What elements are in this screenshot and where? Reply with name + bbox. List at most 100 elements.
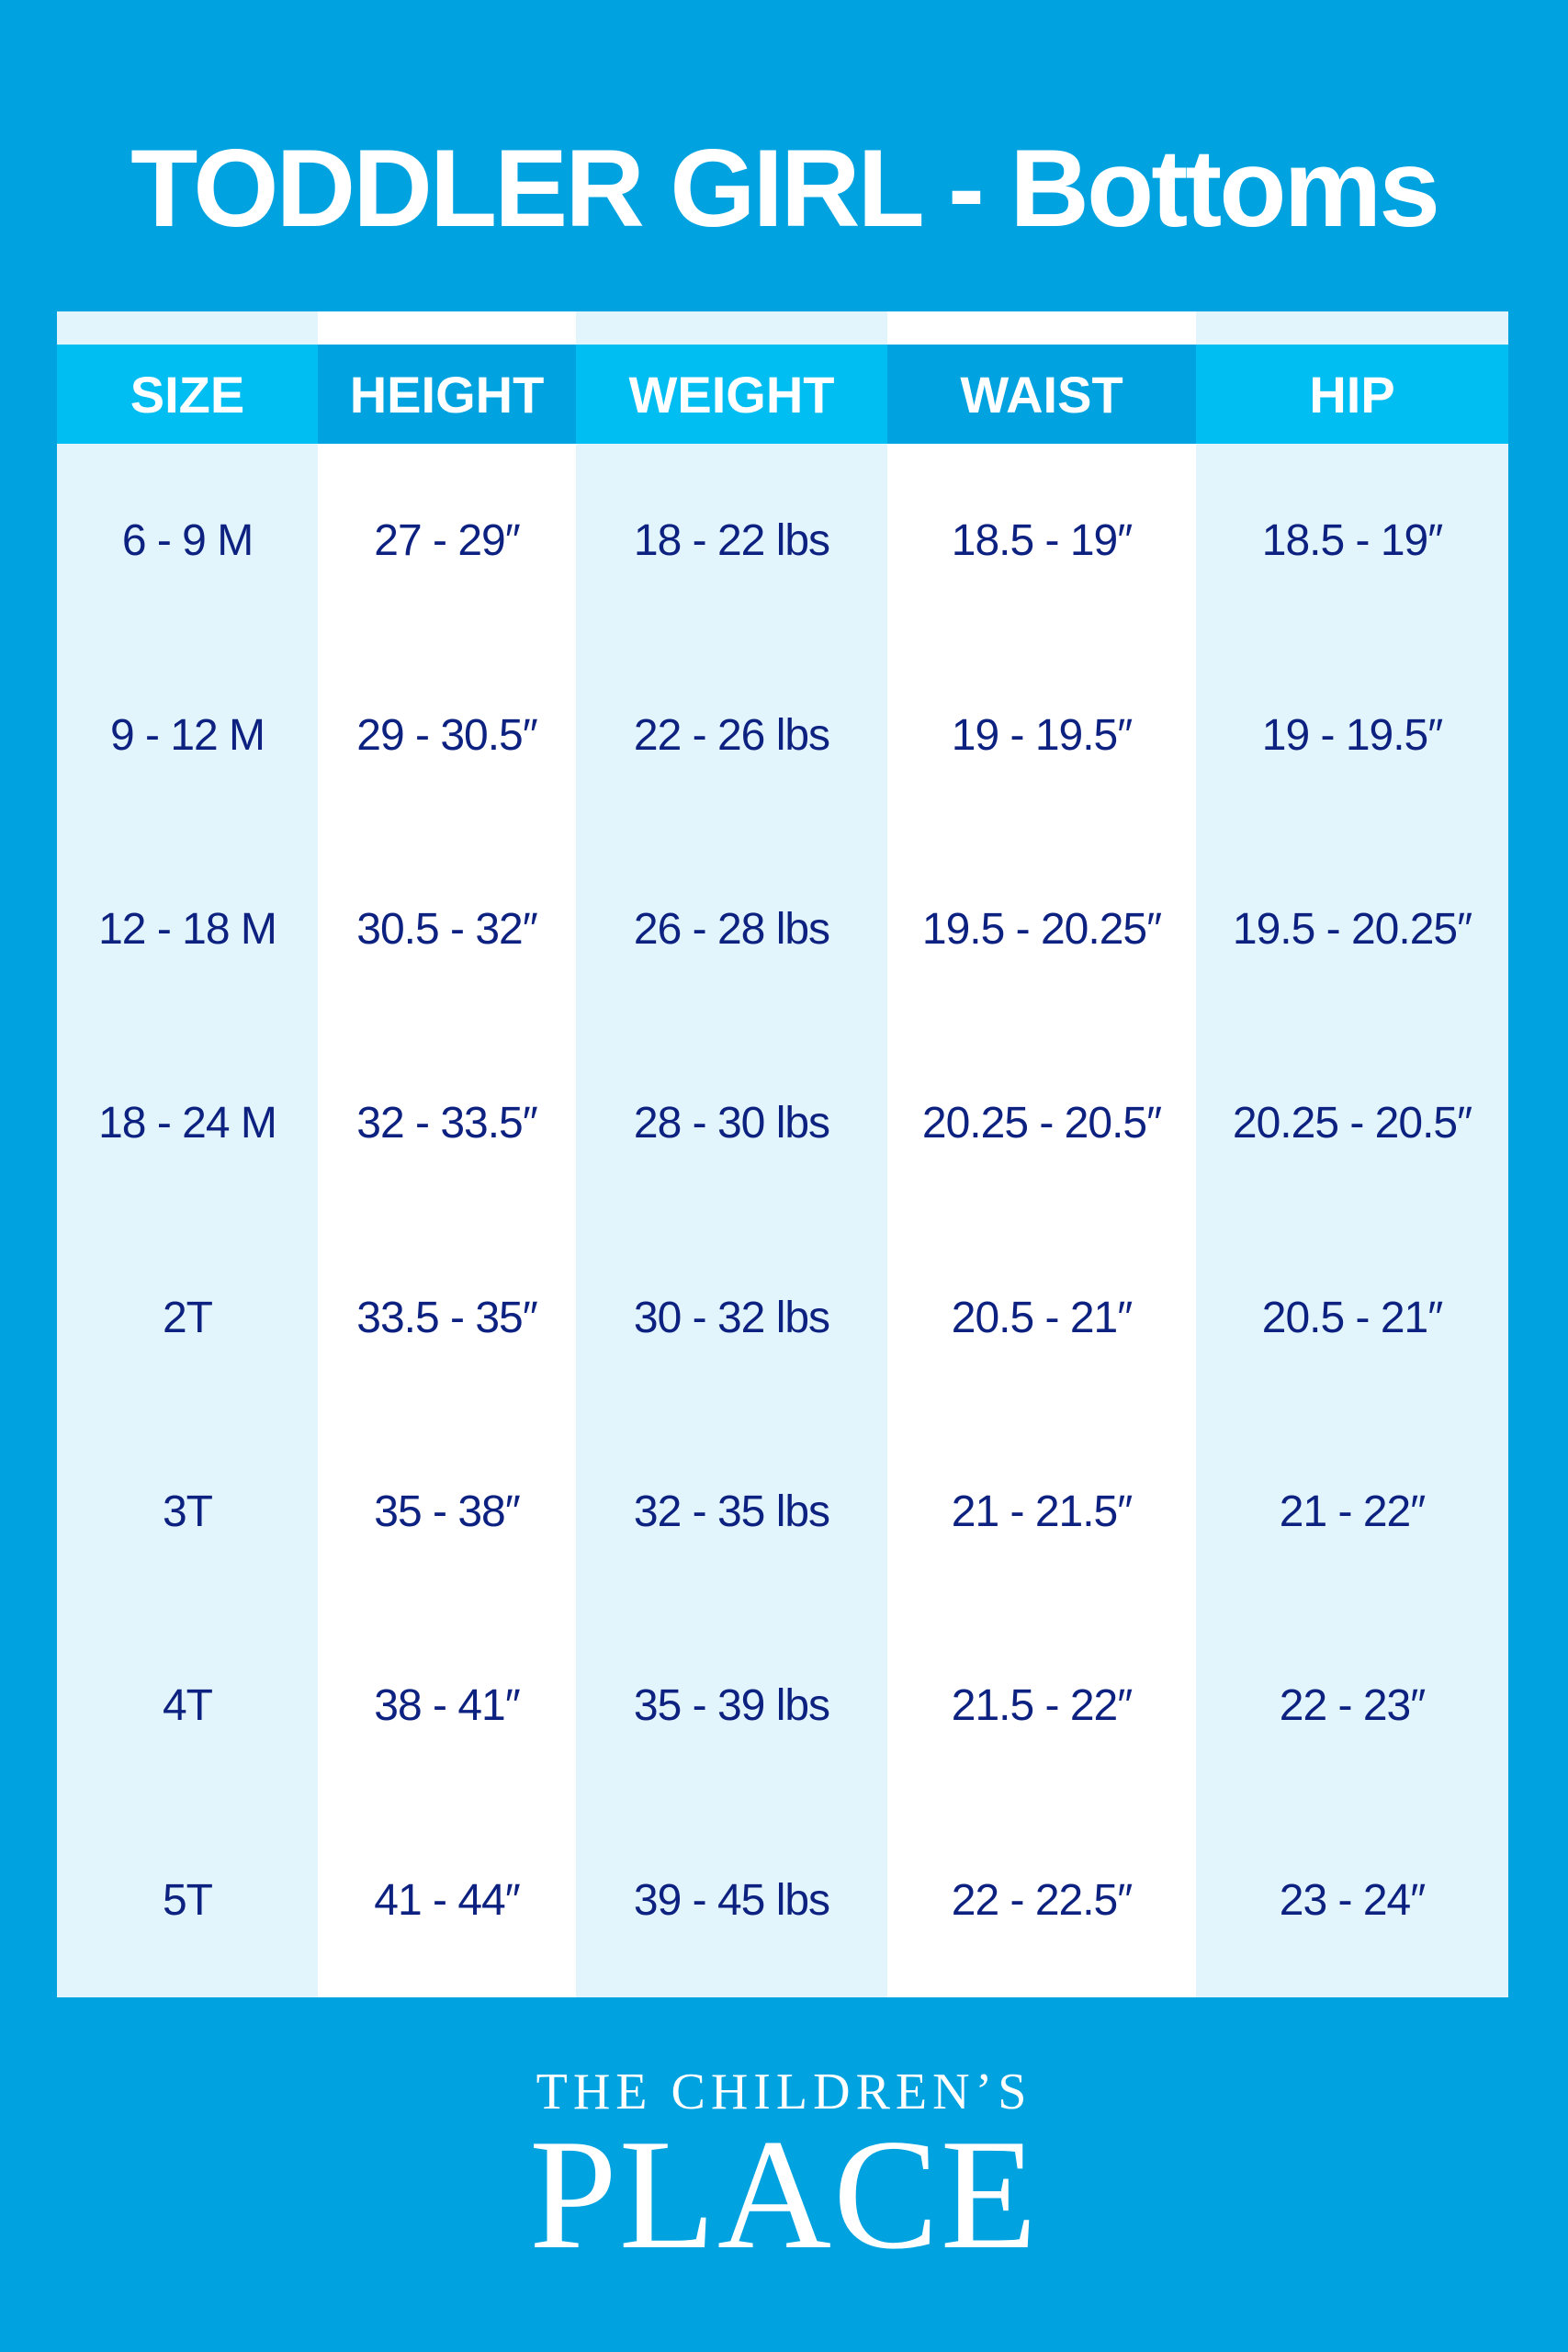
column-header: HIP	[1196, 345, 1508, 444]
table-cell: 35 - 38″	[318, 1415, 576, 1609]
cell-value: 20.25 - 20.5″	[1232, 1099, 1472, 1148]
table-cell: 3T	[57, 1415, 318, 1609]
cell-value: 18 - 24 M	[98, 1099, 277, 1148]
logo-line-1: THE CHILDREN’S	[536, 2064, 1032, 2120]
table-cell: 19 - 19.5″	[1196, 638, 1508, 831]
cell-value: 38 - 41″	[374, 1681, 520, 1731]
column-header: SIZE	[57, 345, 318, 444]
cell-value: 22 - 23″	[1279, 1681, 1426, 1731]
column-header-label: WEIGHT	[628, 365, 835, 424]
cell-value: 23 - 24″	[1279, 1875, 1426, 1925]
table-cell: 33.5 - 35″	[318, 1221, 576, 1415]
table-cell: 23 - 24″	[1196, 1804, 1508, 1997]
cell-value: 21.5 - 22″	[951, 1681, 1133, 1731]
column-header: WAIST	[887, 345, 1196, 444]
cell-value: 9 - 12 M	[109, 710, 265, 760]
cell-value: 3T	[162, 1487, 213, 1537]
table-cell: 18.5 - 19″	[1196, 444, 1508, 638]
header-spacer	[57, 311, 318, 345]
page-title: TODDLER GIRL - Bottoms	[0, 119, 1568, 257]
table-cell: 30.5 - 32″	[318, 832, 576, 1026]
table-cell: 22 - 22.5″	[887, 1804, 1196, 1997]
table-cell: 27 - 29″	[318, 444, 576, 638]
column-waist: WAIST 18.5 - 19″ 19 - 19.5″ 19.5 - 20.25″ 20…	[887, 311, 1196, 1997]
logo-line-2: PLACE	[529, 2108, 1039, 2282]
table-cell: 9 - 12 M	[57, 638, 318, 831]
table-cell: 21 - 22″	[1196, 1415, 1508, 1609]
cell-value: 30 - 32 lbs	[633, 1293, 830, 1342]
cell-value: 18.5 - 19″	[951, 516, 1133, 566]
cell-value: 21 - 22″	[1279, 1487, 1426, 1537]
table-cell: 28 - 30 lbs	[576, 1026, 887, 1220]
header-spacer	[887, 311, 1196, 345]
cell-value: 2T	[162, 1293, 213, 1342]
table-cell: 38 - 41″	[318, 1609, 576, 1803]
table-cell: 18 - 22 lbs	[576, 444, 887, 638]
table-cell: 19 - 19.5″	[887, 638, 1196, 831]
brand-logo: THE CHILDREN’S PLACE	[0, 2063, 1568, 2282]
cell-value: 32 - 33.5″	[356, 1099, 537, 1148]
table-cell: 41 - 44″	[318, 1804, 576, 1997]
table-cell: 20.5 - 21″	[1196, 1221, 1508, 1415]
table-cell: 32 - 35 lbs	[576, 1415, 887, 1609]
cell-value: 20.5 - 21″	[951, 1293, 1133, 1342]
column-hip: HIP 18.5 - 19″ 19 - 19.5″ 19.5 - 20.25″ 20.2…	[1196, 311, 1508, 1997]
column-weight: WEIGHT 18 - 22 lbs 22 - 26 lbs 26 - 28 lbs 2…	[576, 311, 887, 1997]
column-header-label: HIP	[1309, 365, 1395, 424]
cell-value: 41 - 44″	[374, 1875, 520, 1925]
page-title-text: TODDLER GIRL - Bottoms	[130, 127, 1440, 250]
table-cell: 4T	[57, 1609, 318, 1803]
cell-value: 19.5 - 20.25″	[921, 904, 1162, 954]
table-cell: 32 - 33.5″	[318, 1026, 576, 1220]
cell-value: 22 - 22.5″	[951, 1875, 1133, 1925]
cell-value: 21 - 21.5″	[951, 1487, 1133, 1537]
table-cell: 29 - 30.5″	[318, 638, 576, 831]
table-cell: 19.5 - 20.25″	[1196, 832, 1508, 1026]
cell-value: 39 - 45 lbs	[633, 1875, 830, 1925]
cell-value: 33.5 - 35″	[356, 1293, 537, 1342]
column-header-label: SIZE	[130, 365, 245, 424]
table-cell: 21.5 - 22″	[887, 1609, 1196, 1803]
table-cell: 6 - 9 M	[57, 444, 318, 638]
size-chart-table: SIZE 6 - 9 M 9 - 12 M 12 - 18 M 18 - 24 M 2T 3…	[57, 311, 1508, 1997]
table-cell: 20.25 - 20.5″	[887, 1026, 1196, 1220]
column-height: HEIGHT 27 - 29″ 29 - 30.5″ 30.5 - 32″ 32 - 3…	[318, 311, 576, 1997]
table-cell: 21 - 21.5″	[887, 1415, 1196, 1609]
cell-value: 18 - 22 lbs	[633, 516, 830, 566]
header-spacer	[318, 311, 576, 345]
cell-value: 29 - 30.5″	[356, 710, 537, 760]
table-cell: 18 - 24 M	[57, 1026, 318, 1220]
table-cell: 22 - 26 lbs	[576, 638, 887, 831]
cell-value: 28 - 30 lbs	[633, 1099, 830, 1148]
cell-value: 6 - 9 M	[121, 516, 254, 566]
column-header-label: HEIGHT	[349, 365, 545, 424]
table-cell: 20.5 - 21″	[887, 1221, 1196, 1415]
cell-value: 35 - 38″	[374, 1487, 520, 1537]
cell-value: 12 - 18 M	[98, 904, 277, 954]
table-cell: 26 - 28 lbs	[576, 832, 887, 1026]
table-cell: 12 - 18 M	[57, 832, 318, 1026]
cell-value: 4T	[162, 1681, 213, 1731]
table-cell: 5T	[57, 1804, 318, 1997]
cell-value: 5T	[162, 1875, 213, 1925]
cell-value: 20.5 - 21″	[1261, 1293, 1443, 1342]
table-cell: 19.5 - 20.25″	[887, 832, 1196, 1026]
cell-value: 27 - 29″	[374, 516, 520, 566]
header-spacer	[1196, 311, 1508, 345]
table-cell: 2T	[57, 1221, 318, 1415]
table-cell: 20.25 - 20.5″	[1196, 1026, 1508, 1220]
cell-value: 22 - 26 lbs	[633, 710, 830, 760]
cell-value: 19 - 19.5″	[951, 710, 1133, 760]
cell-value: 30.5 - 32″	[356, 904, 537, 954]
column-header-label: WAIST	[960, 365, 1123, 424]
cell-value: 32 - 35 lbs	[633, 1487, 830, 1537]
table-cell: 35 - 39 lbs	[576, 1609, 887, 1803]
column-header: HEIGHT	[318, 345, 576, 444]
header-spacer	[576, 311, 887, 345]
column-header: WEIGHT	[576, 345, 887, 444]
column-size: SIZE 6 - 9 M 9 - 12 M 12 - 18 M 18 - 24 M 2T 3…	[57, 311, 318, 1997]
cell-value: 26 - 28 lbs	[633, 904, 830, 954]
cell-value: 19.5 - 20.25″	[1232, 904, 1472, 954]
cell-value: 20.25 - 20.5″	[921, 1099, 1162, 1148]
cell-value: 18.5 - 19″	[1261, 516, 1443, 566]
